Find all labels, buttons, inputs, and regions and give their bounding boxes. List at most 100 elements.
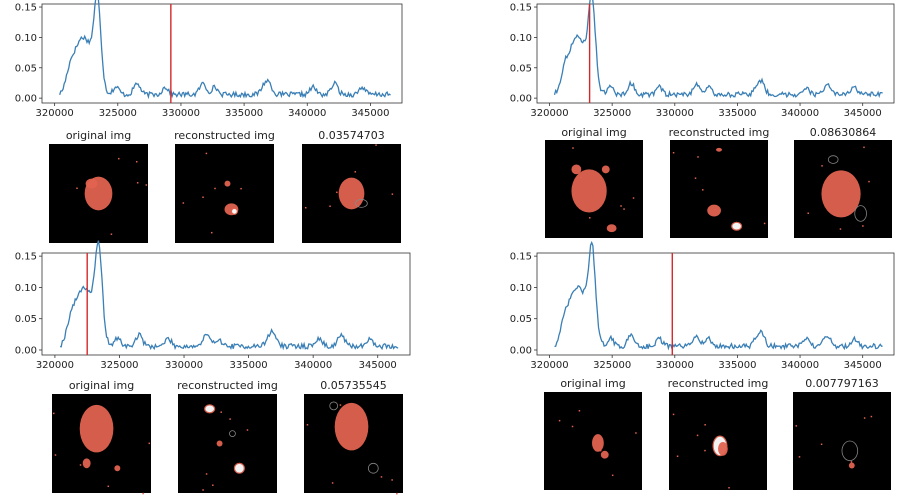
chart-2: 320000 325000 330000 335000 340000 345000 0.00… [510,0,895,238]
image-speck [704,424,706,426]
image-panel [670,140,768,238]
image-speck [142,492,144,495]
image-speck [672,413,675,416]
panel-title: reconstructed img [174,129,275,142]
y-tick-label: 0.05 [15,63,37,74]
image-speck [212,484,214,486]
x-tick-label: 320000 [36,360,74,371]
image-speck [246,429,249,431]
image-panel [793,392,891,490]
y-tick-label: 0.00 [510,94,532,105]
y-tick-label: 0.00 [510,345,532,356]
panel-title: reconstructed img [669,126,770,139]
image-speck [391,193,394,195]
image-blob [82,458,91,469]
panel-title: 0.007797163 [805,377,878,390]
image-blob [224,180,231,187]
image-speck [391,479,393,481]
image-panel [175,144,274,243]
image-speck [336,191,338,194]
series-line [553,0,883,99]
image-blob [334,402,369,451]
x-tick-label: 340000 [781,360,819,371]
image-speck [820,443,823,446]
image-blob [731,221,743,231]
image-speck [807,212,809,214]
y-tick-label: 0.10 [15,283,37,294]
image-speck [240,187,242,190]
panel-title: 0.08630864 [810,126,876,139]
x-tick-label: 335000 [225,108,263,119]
y-tick-label: 0.15 [15,3,37,14]
image-speck [375,144,377,146]
image-speck [210,231,213,234]
image-blob [230,207,238,215]
image-speck [145,184,148,186]
image-speck [694,177,697,179]
x-tick-label: 345000 [359,360,397,371]
image-speck [572,147,574,149]
x-tick-label: 330000 [656,360,694,371]
x-tick-label: 345000 [351,108,389,119]
image-speck [635,432,637,434]
series-line [554,240,883,351]
image-speck [214,187,216,190]
image-speck [229,418,231,420]
plot-frame [41,252,411,356]
image-speck [54,454,57,456]
image-blob [204,404,216,414]
image-blob [85,178,98,189]
image-speck [354,171,357,173]
y-tick-label: 0.05 [510,63,532,74]
image-blob [821,170,861,218]
image-speck [589,217,591,219]
image-blob [716,147,722,152]
image-speck [611,474,614,477]
image-blob [571,169,607,213]
image-speck [795,425,798,427]
image-blob [229,430,236,437]
image-speck [798,456,801,458]
x-tick-label: 330000 [162,108,200,119]
x-tick-label: 340000 [781,108,819,119]
panel-title: 0.03574703 [318,129,384,142]
y-tick-label: 0.05 [15,314,37,325]
panel-title: reconstructed img [177,379,278,392]
x-tick-label: 325000 [99,108,137,119]
image-blob [114,465,121,472]
image-speck [329,205,331,207]
chart-4: 320000 325000 330000 335000 340000 345000 0.00… [510,240,895,490]
image-speck [632,197,635,199]
image-speck [306,424,309,426]
image-speck [702,189,704,191]
image-speck [863,146,865,149]
image-speck [850,461,853,463]
x-tick-label: 340000 [294,360,332,371]
image-blob [338,177,365,210]
x-tick-label: 325000 [100,360,138,371]
image-blob [600,450,609,459]
image-speck [571,425,574,428]
y-tick-label: 0.15 [510,3,532,14]
y-tick-label: 0.00 [15,345,37,356]
image-speck [52,412,55,415]
x-tick-label: 330000 [656,108,694,119]
image-speck [339,404,342,406]
panel-title: original img [560,377,625,390]
image-speck [763,222,766,225]
image-speck [136,182,139,184]
chart-3: 320000 325000 330000 335000 340000 345000 0.00… [15,240,411,495]
panel-title: original img [66,129,131,142]
y-tick-label: 0.00 [15,94,37,105]
chart-1: 320000 325000 330000 335000 340000 345000 0.00… [15,0,403,243]
image-speck [821,165,823,167]
image-speck [182,202,185,204]
panel-title: reconstructed img [668,377,769,390]
image-speck [862,225,864,227]
series-line [59,0,391,100]
image-speck [672,151,675,154]
y-tick-label: 0.10 [15,33,37,44]
image-speck [148,442,151,445]
image-blob [601,165,610,174]
